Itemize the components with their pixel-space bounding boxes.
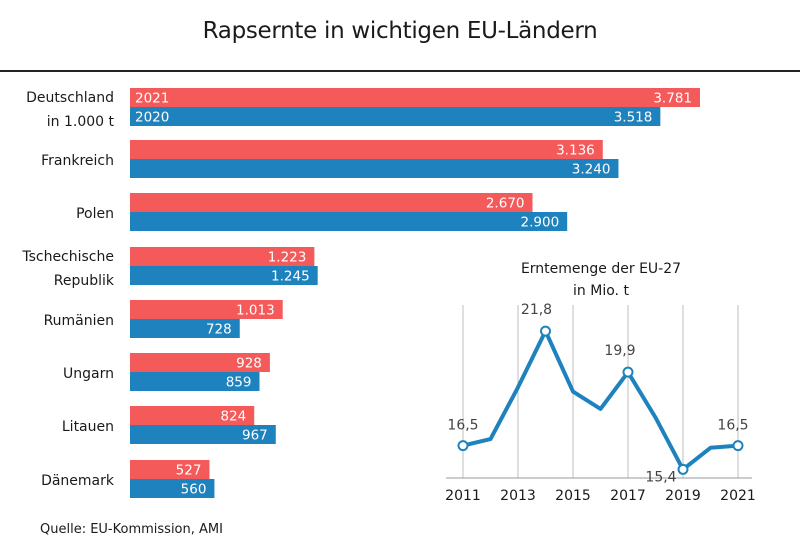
bar-value-2021-5: 928 bbox=[236, 356, 262, 372]
bar-value-2020-6: 967 bbox=[242, 428, 268, 444]
bar-2020-0 bbox=[130, 107, 661, 126]
line-chart: Erntemenge der EU-27 in Mio. t 2011 2013 201… bbox=[445, 261, 756, 504]
bar-value-2020-0: 3.518 bbox=[614, 110, 653, 126]
unit-label: in 1.000 t bbox=[47, 114, 115, 130]
x-tick-2021: 2021 bbox=[720, 488, 756, 504]
category-label-7: Dänemark bbox=[41, 473, 115, 489]
bar-value-2021-2: 2.670 bbox=[486, 196, 525, 212]
bar-2021-7 bbox=[130, 460, 210, 479]
bar-2021-3 bbox=[130, 247, 315, 266]
source-note: Quelle: EU-Kommission, AMI bbox=[40, 522, 223, 537]
bar-2020-7 bbox=[130, 479, 215, 498]
bar-value-2020-2: 2.900 bbox=[521, 215, 560, 231]
bar-value-2020-4: 728 bbox=[206, 322, 232, 338]
line-chart-title: Erntemenge der EU-27 bbox=[521, 261, 681, 277]
bar-value-2021-7: 527 bbox=[176, 463, 202, 479]
bar-2020-5 bbox=[130, 372, 260, 391]
x-tick-2015: 2015 bbox=[555, 488, 591, 504]
point-label-2014: 21,8 bbox=[521, 302, 552, 318]
chart-title: Rapsernte in wichtigen EU-Ländern bbox=[202, 18, 598, 44]
bar-2020-3 bbox=[130, 266, 318, 285]
bar-value-2021-3: 1.223 bbox=[268, 250, 307, 266]
bar-value-2020-7: 560 bbox=[181, 482, 207, 498]
category-label-6: Litauen bbox=[62, 419, 114, 435]
x-tick-2011: 2011 bbox=[445, 488, 481, 504]
point-marker-2014 bbox=[540, 325, 551, 337]
category-label-4: Rumänien bbox=[44, 313, 114, 329]
category-label-3: Republik bbox=[54, 273, 115, 289]
category-label-3: Tschechische bbox=[21, 249, 114, 265]
category-label-0: Deutschland bbox=[26, 90, 114, 106]
series-label-2020: 2020 bbox=[135, 110, 169, 126]
point-marker-2021 bbox=[732, 440, 744, 452]
category-label-2: Polen bbox=[76, 206, 114, 222]
point-label-2021: 16,5 bbox=[717, 418, 748, 434]
point-marker-2017 bbox=[622, 366, 634, 378]
x-tick-2013: 2013 bbox=[500, 488, 536, 504]
title-rule bbox=[0, 70, 800, 72]
point-label-2017: 19,9 bbox=[604, 343, 635, 359]
bar-2020-6 bbox=[130, 425, 276, 444]
bar-2020-2 bbox=[130, 212, 568, 231]
bar-2021-6 bbox=[130, 406, 255, 425]
bar-value-2021-6: 824 bbox=[220, 409, 246, 425]
series-line bbox=[461, 329, 740, 472]
bar-value-2021-4: 1.013 bbox=[236, 303, 275, 319]
bar-2021-0 bbox=[130, 88, 700, 107]
bar-2021-4 bbox=[130, 300, 283, 319]
bar-value-2020-1: 3.240 bbox=[572, 162, 611, 178]
bar-2021-2 bbox=[130, 193, 533, 212]
bar-2020-1 bbox=[130, 159, 619, 178]
point-marker-2011 bbox=[457, 440, 469, 452]
point-label-2011: 16,5 bbox=[447, 418, 478, 434]
point-marker-2019 bbox=[677, 463, 689, 475]
bar-value-2021-0: 3.781 bbox=[653, 91, 692, 107]
x-tick-2017: 2017 bbox=[610, 488, 646, 504]
bar-value-2020-3: 1.245 bbox=[271, 269, 310, 285]
bar-chart: 3.781 2021 3.518 2020 Deutschland in 1.000 t 3… bbox=[21, 88, 700, 498]
bar-value-2020-5: 859 bbox=[226, 375, 252, 391]
x-tick-2019: 2019 bbox=[665, 488, 701, 504]
category-label-1: Frankreich bbox=[41, 153, 114, 169]
category-label-5: Ungarn bbox=[63, 366, 114, 382]
series-label-2021: 2021 bbox=[135, 91, 169, 107]
bar-2020-4 bbox=[130, 319, 240, 338]
bar-2021-1 bbox=[130, 140, 603, 159]
bar-value-2021-1: 3.136 bbox=[556, 143, 595, 159]
point-label-2019: 15,4 bbox=[645, 469, 676, 485]
line-chart-title: in Mio. t bbox=[573, 283, 629, 299]
bar-2021-5 bbox=[130, 353, 270, 372]
